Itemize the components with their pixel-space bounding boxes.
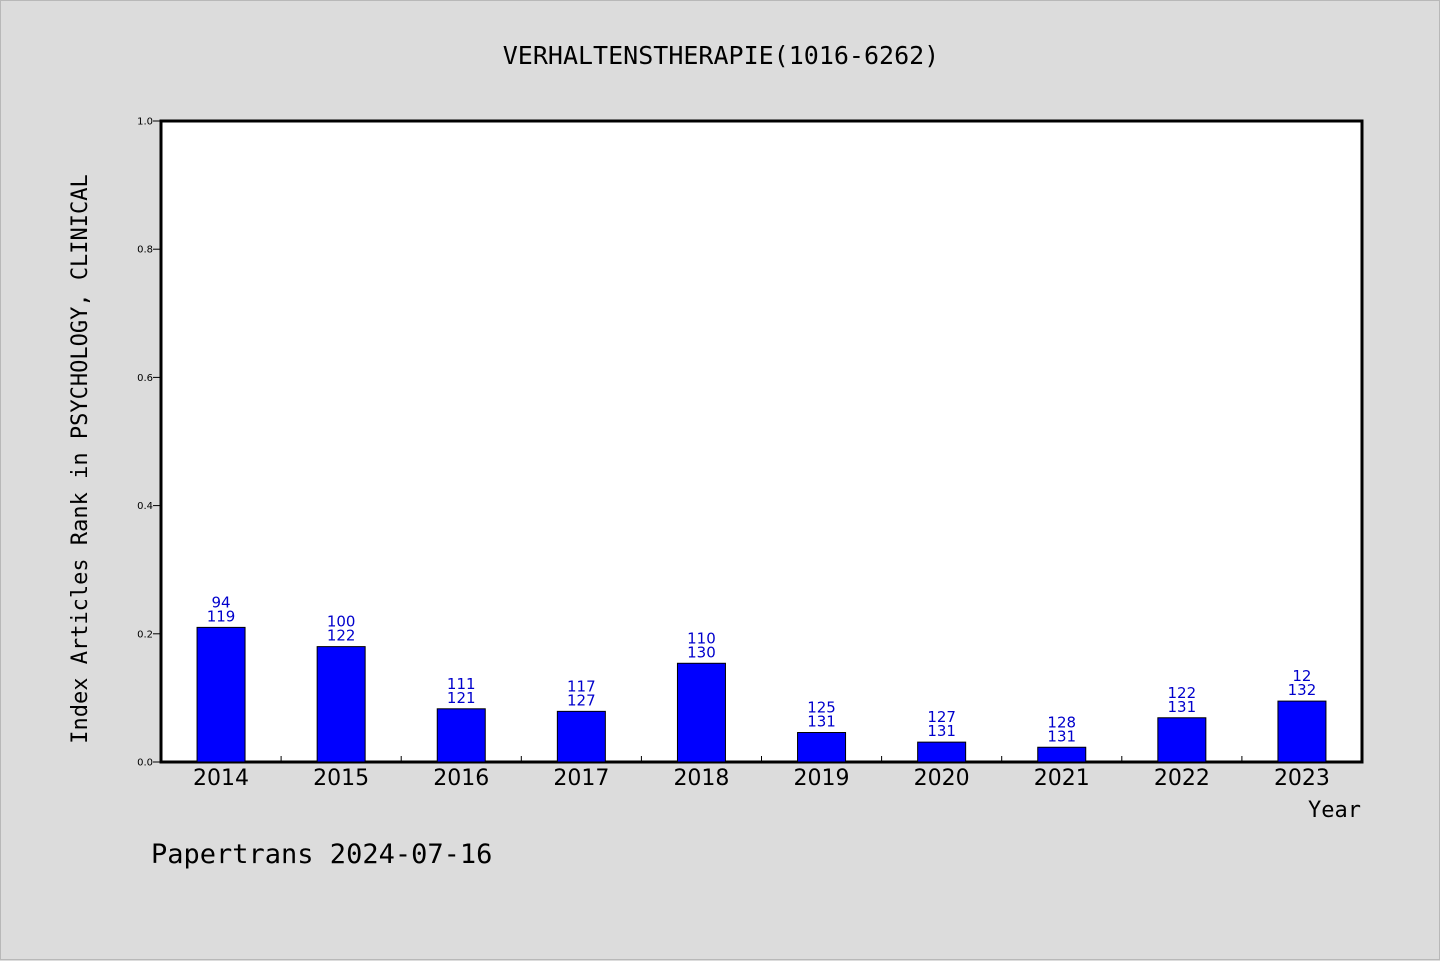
bar-rank-label: 128	[1047, 713, 1076, 731]
bar	[196, 626, 246, 763]
footer-credit: Papertrans 2024-07-16	[151, 839, 492, 870]
chart-title: VERHALTENSTHERAPIE(1016-6262)	[503, 41, 940, 70]
bar-total-label: 131	[1168, 698, 1197, 716]
y-tick-label: 1.0	[137, 117, 153, 128]
y-tick-label: 0.8	[137, 245, 153, 256]
bar	[316, 646, 366, 763]
bar	[1157, 717, 1207, 763]
y-axis-label: Index Articles Rank in PSYCHOLOGY, CLINI…	[68, 174, 93, 744]
bar-rank-label: 100	[327, 613, 356, 631]
bar-rank-label: 117	[567, 677, 596, 695]
bar-rank-label: 12	[1292, 667, 1311, 685]
bar-rank-label: 122	[1168, 684, 1197, 702]
y-axis-ticks: 0.0 0.2 0.4 0.6 0.8 1.0	[137, 117, 161, 769]
bar	[797, 732, 847, 763]
bar	[1037, 746, 1087, 763]
bar	[676, 662, 726, 763]
y-tick-label: 0.6	[137, 373, 153, 384]
bar-total-label: 119	[207, 607, 236, 625]
x-tick-label: 2020	[914, 766, 970, 791]
bar-rank-label: 111	[447, 675, 476, 693]
x-tick-label: 2018	[673, 766, 729, 791]
bar	[436, 708, 486, 763]
bar-rank-label: 94	[212, 593, 231, 611]
bar-rank-label: 127	[927, 708, 956, 726]
x-tick-label: 2016	[433, 766, 489, 791]
x-axis-ticks: 2014 2015 2016 2017 2018 2019 2020 2021 2022 2023	[193, 756, 1330, 791]
bar-total-label: 121	[447, 689, 476, 707]
x-tick-label: 2014	[193, 766, 249, 791]
y-tick-label: 0.4	[137, 501, 153, 512]
bar	[917, 741, 967, 763]
y-tick-label: 0.0	[137, 758, 153, 769]
x-tick-label: 2022	[1154, 766, 1210, 791]
y-tick-label: 0.2	[137, 629, 153, 640]
x-tick-label: 2017	[553, 766, 609, 791]
x-tick-label: 2023	[1274, 766, 1330, 791]
bar-total-label: 131	[807, 713, 836, 731]
bar-rank-label: 110	[687, 629, 716, 647]
bar-rank-label: 125	[807, 699, 836, 717]
x-tick-label: 2015	[313, 766, 369, 791]
bar-total-label: 131	[927, 722, 956, 740]
bar-total-label: 130	[687, 643, 716, 661]
x-axis-label: Year	[1308, 798, 1361, 823]
x-tick-label: 2021	[1034, 766, 1090, 791]
bar	[556, 710, 606, 763]
x-tick-label: 2019	[794, 766, 850, 791]
bar-total-label: 131	[1047, 727, 1076, 745]
bar-total-label: 122	[327, 627, 356, 645]
bar	[1277, 700, 1327, 763]
bar-total-label: 132	[1288, 681, 1317, 699]
bar-total-label: 127	[567, 691, 596, 709]
